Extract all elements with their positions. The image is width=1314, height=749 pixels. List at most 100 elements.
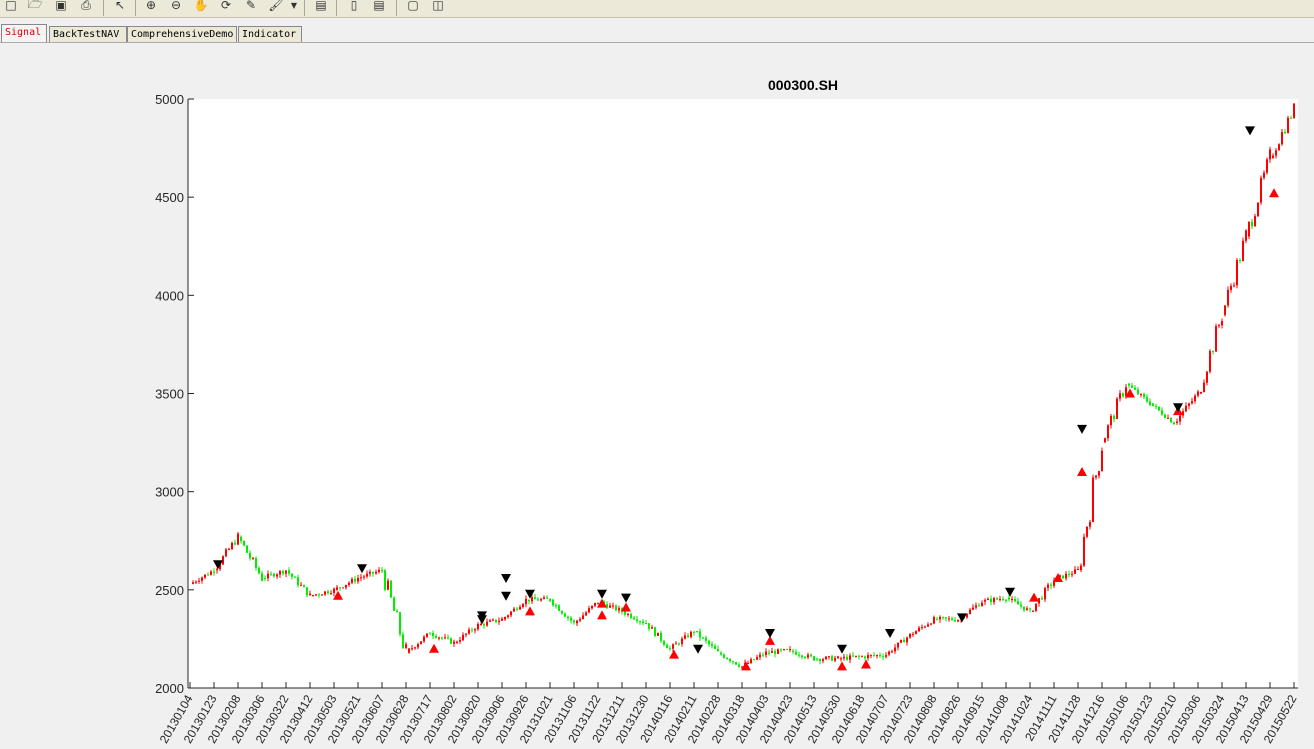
candle-body	[618, 608, 620, 611]
tab-backtestnav[interactable]: BackTestNAV	[49, 26, 127, 42]
link-plot-icon[interactable]: ▤	[315, 0, 327, 12]
candle-body	[240, 536, 242, 541]
candle-body	[1227, 289, 1229, 306]
print-icon[interactable]: ⎙	[81, 0, 91, 12]
sell-signal-marker	[885, 629, 895, 639]
candle-body	[192, 582, 194, 584]
pan-hand-icon[interactable]: ✋	[193, 0, 209, 12]
candle-body	[1107, 425, 1109, 439]
tab-indicator[interactable]: Indicator	[238, 26, 302, 42]
buy-signal-marker	[741, 661, 751, 671]
dropdown-arrow-icon[interactable]: ▼	[290, 0, 298, 10]
candle-body	[1065, 573, 1067, 579]
zoom-in-icon[interactable]: ⊕	[145, 0, 157, 12]
candle-body	[474, 629, 476, 631]
candle-body	[516, 608, 518, 610]
buy-signal-marker	[1077, 467, 1087, 477]
buy-signal-marker	[669, 649, 679, 659]
candle-body	[1017, 601, 1019, 605]
candle-body	[1113, 415, 1115, 419]
new-file-icon[interactable]: □	[5, 0, 17, 12]
candle-body	[975, 605, 977, 608]
candle-body	[762, 654, 764, 656]
candle-body	[1206, 371, 1208, 383]
candle-body	[1179, 415, 1181, 422]
data-cursor-icon[interactable]: ✎	[245, 0, 257, 12]
candle-body	[480, 623, 482, 626]
candle-body	[993, 598, 995, 603]
candle-body	[1185, 405, 1187, 412]
candle-body	[267, 573, 269, 579]
candle-body	[1263, 172, 1265, 178]
candle-body	[1257, 202, 1259, 217]
candle-body	[504, 617, 506, 620]
legend-icon[interactable]: ▤	[373, 0, 385, 12]
candle-body	[672, 644, 674, 649]
candle-body	[351, 579, 353, 583]
colorbar-icon[interactable]: ▯	[350, 0, 358, 12]
zoom-out-icon[interactable]: ⊖	[170, 0, 182, 12]
candle-body	[1242, 240, 1244, 262]
candle-body	[849, 655, 851, 660]
candle-body	[1245, 230, 1247, 241]
brush-icon[interactable]: 🖌	[268, 0, 284, 12]
tab-comprehensivedemo[interactable]: ComprehensiveDemo	[127, 26, 237, 42]
candle-body	[375, 571, 377, 574]
candle-body	[1050, 584, 1052, 586]
candle-body	[759, 654, 761, 658]
hide-plot-tools-icon[interactable]: ▢	[407, 0, 419, 12]
candle-body	[903, 640, 905, 643]
candle-body	[813, 656, 815, 661]
candle-body	[492, 619, 494, 621]
candle-body	[348, 582, 350, 585]
y-tick-label: 5000	[155, 92, 184, 107]
candle-body	[303, 585, 305, 588]
buy-signal-marker	[597, 610, 607, 620]
tab-divider	[0, 42, 1314, 43]
show-plot-tools-icon[interactable]: ◫	[432, 0, 444, 12]
open-file-icon[interactable]: 🗁	[27, 0, 43, 11]
chart-title: 000300.SH	[768, 77, 838, 93]
candle-body	[684, 635, 686, 639]
save-icon[interactable]: ▣	[55, 0, 67, 12]
candle-body	[870, 654, 872, 656]
candle-body	[1140, 393, 1142, 395]
candle-body	[342, 587, 344, 589]
candle-body	[1020, 604, 1022, 607]
tab-signal[interactable]: Signal	[1, 24, 47, 43]
candle-body	[765, 651, 767, 656]
candle-body	[981, 602, 983, 607]
sell-signal-marker	[477, 611, 487, 621]
sell-signal-marker	[765, 629, 775, 639]
candle-body	[723, 654, 725, 658]
y-tick-label: 2000	[155, 681, 184, 696]
buy-signal-marker	[1125, 388, 1135, 398]
candle-body	[1080, 565, 1082, 571]
sell-signal-marker	[693, 644, 703, 654]
candle-body	[1068, 573, 1070, 575]
candle-body	[978, 605, 980, 607]
candle-body	[801, 655, 803, 658]
candle-body	[195, 581, 197, 583]
candle-body	[324, 591, 326, 595]
candle-body	[660, 632, 662, 641]
candle-body	[204, 574, 206, 578]
candle-body	[279, 570, 281, 575]
select-pointer-icon[interactable]: ↖	[114, 0, 126, 12]
candle-body	[1038, 598, 1040, 604]
buy-signal-marker	[525, 606, 535, 616]
sell-signal-marker	[213, 560, 223, 570]
candle-body	[1269, 149, 1271, 160]
candle-body	[396, 610, 398, 613]
candle-body	[939, 616, 941, 620]
candle-body	[717, 648, 719, 652]
rotate-3d-icon[interactable]: ⟳	[220, 0, 232, 12]
candle-body	[207, 574, 209, 576]
candle-body	[1026, 608, 1028, 611]
candle-body	[807, 654, 809, 658]
sell-signal-marker	[501, 574, 511, 584]
candle-body	[381, 569, 383, 571]
buy-signal-marker	[1029, 592, 1039, 602]
candle-body	[1128, 383, 1130, 386]
candle-body	[1011, 598, 1013, 600]
